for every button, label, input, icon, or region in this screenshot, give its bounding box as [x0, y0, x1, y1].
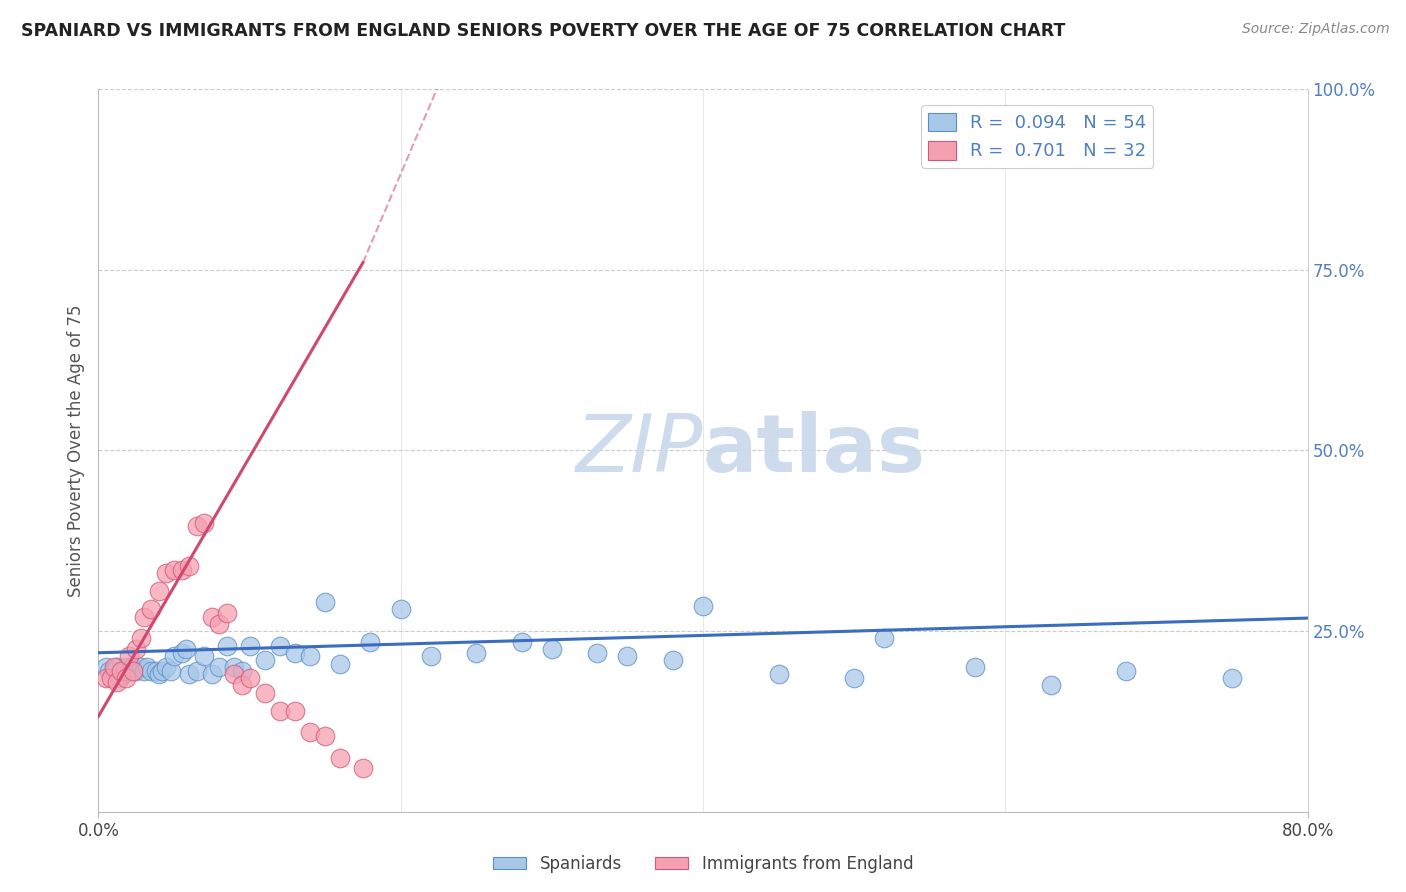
Point: [193, 516, 215, 530]
Point: [170, 646, 193, 660]
Point: [179, 667, 201, 681]
Point: [299, 649, 322, 664]
Point: [269, 639, 291, 653]
Point: [1220, 671, 1243, 685]
Point: [844, 671, 866, 685]
Point: [329, 750, 352, 764]
Point: [208, 616, 231, 631]
Point: [269, 704, 291, 718]
Point: [114, 671, 136, 685]
Point: [201, 667, 224, 681]
Point: [132, 664, 155, 678]
Text: Source: ZipAtlas.com: Source: ZipAtlas.com: [1241, 22, 1389, 37]
Point: [150, 664, 173, 678]
Point: [160, 664, 183, 678]
Point: [118, 649, 141, 664]
Point: [352, 761, 374, 775]
Point: [193, 649, 215, 664]
Point: [186, 664, 208, 678]
Point: [148, 667, 170, 681]
Point: [540, 642, 562, 657]
Point: [141, 602, 163, 616]
Point: [201, 609, 224, 624]
Text: atlas: atlas: [703, 411, 927, 490]
Point: [231, 678, 253, 692]
Point: [170, 563, 193, 577]
Point: [239, 639, 262, 653]
Point: [179, 559, 201, 574]
Point: [118, 664, 141, 678]
Legend: R =  0.094   N = 54, R =  0.701   N = 32: R = 0.094 N = 54, R = 0.701 N = 32: [921, 105, 1153, 168]
Point: [105, 674, 128, 689]
Point: [692, 599, 714, 613]
Point: [98, 664, 121, 678]
Point: [135, 660, 157, 674]
Point: [224, 667, 246, 681]
Point: [108, 671, 131, 685]
Point: [360, 635, 382, 649]
Text: SPANIARD VS IMMIGRANTS FROM ENGLAND SENIORS POVERTY OVER THE AGE OF 75 CORRELATI: SPANIARD VS IMMIGRANTS FROM ENGLAND SENI…: [21, 22, 1066, 40]
Point: [94, 660, 117, 674]
Point: [1115, 664, 1137, 678]
Point: [224, 660, 246, 674]
Point: [1039, 678, 1062, 692]
Point: [284, 704, 307, 718]
Point: [129, 660, 152, 674]
Point: [186, 519, 208, 533]
Point: [661, 653, 683, 667]
Point: [239, 671, 262, 685]
Point: [125, 642, 148, 657]
Text: ZIP: ZIP: [575, 411, 703, 490]
Point: [231, 664, 253, 678]
Point: [114, 660, 136, 674]
Point: [284, 646, 307, 660]
Point: [586, 646, 609, 660]
Point: [465, 646, 488, 660]
Point: [129, 632, 152, 646]
Point: [768, 667, 790, 681]
Point: [155, 566, 177, 581]
Point: [314, 595, 336, 609]
Point: [163, 563, 186, 577]
Point: [253, 685, 276, 699]
Point: [155, 660, 177, 674]
Point: [215, 639, 238, 653]
Point: [132, 609, 155, 624]
Point: [314, 729, 336, 743]
Point: [105, 660, 128, 674]
Point: [145, 664, 167, 678]
Point: [873, 632, 896, 646]
Point: [510, 635, 533, 649]
Point: [94, 671, 117, 685]
Point: [103, 660, 125, 674]
Point: [141, 664, 163, 678]
Point: [121, 660, 143, 674]
Point: [215, 606, 238, 620]
Point: [111, 667, 134, 681]
Point: [329, 657, 352, 671]
Point: [616, 649, 638, 664]
Point: [125, 664, 148, 678]
Point: [122, 664, 145, 678]
Point: [163, 649, 186, 664]
Point: [965, 660, 987, 674]
Point: [148, 584, 170, 599]
Legend: Spaniards, Immigrants from England: Spaniards, Immigrants from England: [486, 848, 920, 880]
Point: [110, 664, 132, 678]
Point: [253, 653, 276, 667]
Point: [103, 664, 125, 678]
Y-axis label: Seniors Poverty Over the Age of 75: Seniors Poverty Over the Age of 75: [66, 304, 84, 597]
Point: [299, 725, 322, 739]
Point: [208, 660, 231, 674]
Point: [174, 642, 197, 657]
Point: [420, 649, 443, 664]
Point: [389, 602, 412, 616]
Point: [100, 671, 122, 685]
